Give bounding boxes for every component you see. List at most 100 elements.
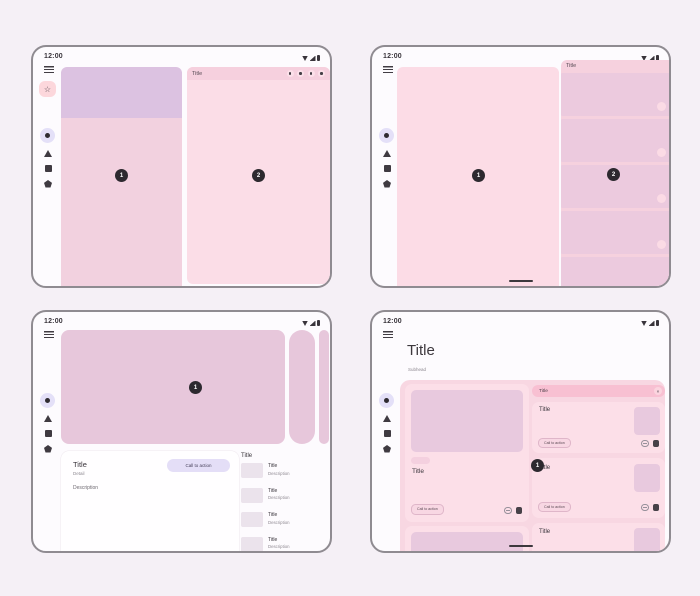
header-action-button[interactable] xyxy=(297,70,304,77)
carousel-item-peek[interactable] xyxy=(319,330,329,444)
callout-badge-2: 2 xyxy=(252,169,265,182)
dot-icon xyxy=(288,72,292,75)
list-item[interactable] xyxy=(561,119,669,162)
feed-card[interactable]: Title Call to action xyxy=(532,402,665,453)
list-item[interactable]: Title Description xyxy=(241,536,290,551)
nav-item-pentagon-icon[interactable] xyxy=(383,445,391,453)
card-image xyxy=(411,532,523,551)
header-action-button[interactable] xyxy=(307,70,315,77)
detail-pane: Title xyxy=(187,67,330,284)
nav-item-selected[interactable] xyxy=(40,393,55,408)
thumbnail xyxy=(241,536,263,551)
header-action-button[interactable] xyxy=(318,70,325,77)
thumbnail xyxy=(241,512,263,527)
list-item[interactable]: Title Description xyxy=(241,487,290,503)
avatar xyxy=(657,148,666,157)
nav-item-triangle-icon[interactable] xyxy=(383,415,391,422)
list-item[interactable] xyxy=(561,73,669,116)
list-item[interactable]: Title Description xyxy=(241,463,290,478)
nav-item-selected[interactable] xyxy=(379,128,394,143)
card-description: Description xyxy=(73,485,99,491)
minus-circle-icon[interactable] xyxy=(504,506,512,514)
nav-item-pentagon-icon[interactable] xyxy=(44,180,52,188)
menu-icon[interactable] xyxy=(383,66,393,73)
device-hero-detail: 12:00 1 Title Detail Call to action Desc… xyxy=(31,310,332,553)
menu-icon[interactable] xyxy=(44,66,54,73)
device-supporting-pane: 12:00 1 Title 2 xyxy=(370,45,671,288)
nav-item-square-icon[interactable] xyxy=(45,165,52,172)
status-icons xyxy=(641,319,659,326)
header-action-button[interactable] xyxy=(286,70,294,77)
list-pane xyxy=(61,67,182,286)
home-indicator[interactable] xyxy=(509,279,533,282)
item-title: Title xyxy=(268,463,278,469)
item-description: Description xyxy=(268,470,290,476)
feed-card[interactable]: Title xyxy=(532,523,665,551)
battery-icon xyxy=(317,319,320,326)
callout-badge-1: 1 xyxy=(189,381,202,394)
card-title: Title xyxy=(539,465,551,471)
nav-item-selected[interactable] xyxy=(379,393,394,408)
avatar xyxy=(657,194,666,203)
nav-item-selected[interactable] xyxy=(40,128,55,143)
nav-item-square-icon[interactable] xyxy=(384,165,391,172)
signal-icon xyxy=(309,320,316,326)
feed-card[interactable]: Title Call to action xyxy=(405,384,529,522)
minus-circle-icon[interactable] xyxy=(641,439,649,447)
status-time: 12:00 xyxy=(44,318,63,325)
card-actions xyxy=(641,503,659,511)
close-icon[interactable]: × xyxy=(654,387,662,395)
share-icon[interactable] xyxy=(652,504,659,511)
item-description: Description xyxy=(268,495,290,500)
status-time: 12:00 xyxy=(383,53,402,60)
nav-item-pentagon-icon[interactable] xyxy=(44,445,52,453)
card-image xyxy=(634,528,660,551)
list-item[interactable]: Title Description xyxy=(241,512,290,527)
wifi-icon xyxy=(302,55,308,61)
nav-item-square-icon[interactable] xyxy=(45,430,52,437)
home-indicator[interactable] xyxy=(509,544,533,547)
menu-icon[interactable] xyxy=(383,331,393,338)
call-to-action-button[interactable]: Call to action xyxy=(411,504,444,515)
banner-title: Title xyxy=(539,388,548,394)
share-icon[interactable] xyxy=(652,440,659,447)
battery-icon xyxy=(656,54,659,61)
battery-icon xyxy=(317,54,320,61)
list-item[interactable] xyxy=(561,211,669,254)
minus-circle-icon[interactable] xyxy=(641,503,649,511)
nav-item-pentagon-icon[interactable] xyxy=(383,180,391,188)
callout-badge-2: 2 xyxy=(607,168,620,181)
list-item[interactable] xyxy=(561,257,669,286)
call-to-action-button[interactable]: Call to action xyxy=(538,438,571,448)
circle-icon xyxy=(383,397,390,404)
thumbnail xyxy=(241,487,263,503)
call-to-action-button[interactable]: Call to action xyxy=(167,459,230,472)
device-feed: 12:00 Title Subhead Title Call to action… xyxy=(370,310,671,553)
banner[interactable]: Title × xyxy=(532,385,665,397)
carousel-item[interactable] xyxy=(289,330,315,444)
nav-item-triangle-icon[interactable] xyxy=(44,415,52,422)
card-title: Title xyxy=(539,407,551,413)
nav-item-triangle-icon[interactable] xyxy=(383,150,391,157)
nav-item-square-icon[interactable] xyxy=(384,430,391,437)
feed-card[interactable] xyxy=(405,526,529,551)
menu-icon[interactable] xyxy=(44,331,54,338)
callout-badge-1: 1 xyxy=(531,459,544,472)
call-to-action-button[interactable]: Call to action xyxy=(538,502,571,512)
card-detail: Detail xyxy=(73,471,85,476)
item-title: Title xyxy=(268,536,278,543)
thumbnail xyxy=(241,463,263,478)
status-time: 12:00 xyxy=(44,53,63,60)
side-list-title: Title xyxy=(241,453,253,459)
card-title: Title xyxy=(412,468,425,475)
share-icon[interactable] xyxy=(515,507,522,514)
feed-card[interactable]: Title Call to action xyxy=(532,458,665,518)
feed-container: Title Call to action Title × Title Call … xyxy=(400,380,665,551)
nav-item-triangle-icon[interactable] xyxy=(44,150,52,157)
dot-icon xyxy=(309,72,313,75)
status-icons xyxy=(302,54,320,61)
label-chip xyxy=(411,457,430,464)
item-description: Description xyxy=(268,519,290,525)
card-actions xyxy=(504,506,522,514)
fab-button[interactable]: ☆ xyxy=(39,81,56,97)
